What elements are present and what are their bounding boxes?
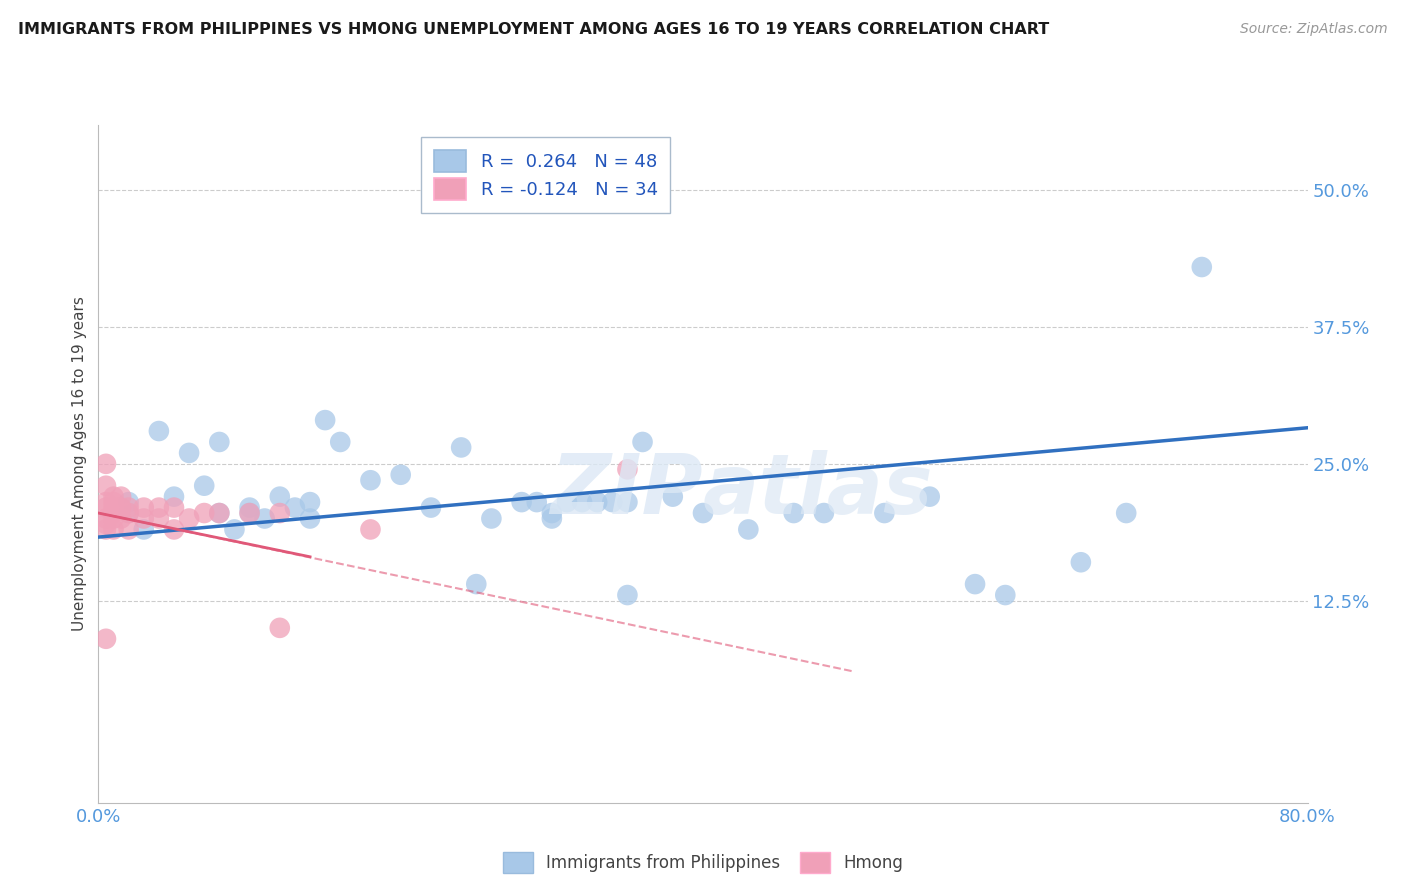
Point <box>284 500 307 515</box>
Point <box>163 500 186 515</box>
Point <box>103 506 125 520</box>
Point <box>94 632 117 646</box>
Point <box>918 490 941 504</box>
Point <box>813 506 835 520</box>
Point <box>94 495 117 509</box>
Point <box>419 500 441 515</box>
Point <box>631 434 654 449</box>
Point <box>163 523 186 537</box>
Point <box>526 495 548 509</box>
Point <box>110 511 132 525</box>
Point <box>616 495 638 509</box>
Point <box>103 511 125 525</box>
Point <box>94 511 117 525</box>
Point <box>329 434 352 449</box>
Point <box>118 495 141 509</box>
Point <box>103 490 125 504</box>
Point <box>737 523 759 537</box>
Point <box>118 506 141 520</box>
Point <box>239 506 262 520</box>
Point <box>1070 555 1092 569</box>
Point <box>360 473 382 487</box>
Legend: Immigrants from Philippines, Hmong: Immigrants from Philippines, Hmong <box>496 846 910 880</box>
Text: atlas: atlas <box>703 450 934 532</box>
Legend: R =  0.264   N = 48, R = -0.124   N = 34: R = 0.264 N = 48, R = -0.124 N = 34 <box>422 137 671 213</box>
Point <box>965 577 987 591</box>
Point <box>269 621 291 635</box>
Point <box>163 490 186 504</box>
Point <box>586 495 609 509</box>
Point <box>873 506 896 520</box>
Point <box>148 500 170 515</box>
Point <box>132 511 155 525</box>
Point <box>616 588 638 602</box>
Point <box>94 457 117 471</box>
Point <box>314 413 336 427</box>
Point <box>103 495 125 509</box>
Point <box>360 523 382 537</box>
Point <box>103 523 125 537</box>
Point <box>94 516 117 531</box>
Point <box>193 506 215 520</box>
Point <box>389 467 412 482</box>
Point <box>571 495 593 509</box>
Point <box>782 506 804 520</box>
Text: IMMIGRANTS FROM PHILIPPINES VS HMONG UNEMPLOYMENT AMONG AGES 16 TO 19 YEARS CORR: IMMIGRANTS FROM PHILIPPINES VS HMONG UNE… <box>18 22 1049 37</box>
Point <box>208 506 231 520</box>
Point <box>299 495 322 509</box>
Point <box>299 511 322 525</box>
Point <box>555 495 578 509</box>
Point <box>994 588 1017 602</box>
Point <box>616 462 638 476</box>
Point <box>118 523 141 537</box>
Point <box>540 511 562 525</box>
Point <box>1115 506 1137 520</box>
Point <box>602 495 624 509</box>
Point <box>208 506 231 520</box>
Point <box>269 506 291 520</box>
Point <box>224 523 246 537</box>
Point <box>692 506 714 520</box>
Point <box>208 434 231 449</box>
Point <box>94 500 117 515</box>
Point <box>177 446 201 460</box>
Text: ZIP: ZIP <box>550 450 703 532</box>
Point <box>465 577 488 591</box>
Point <box>94 523 117 537</box>
Point <box>239 500 262 515</box>
Point <box>193 479 215 493</box>
Point <box>148 424 170 438</box>
Point <box>110 500 132 515</box>
Point <box>110 490 132 504</box>
Point <box>510 495 533 509</box>
Point <box>118 506 141 520</box>
Point <box>148 511 170 525</box>
Point <box>450 441 472 455</box>
Point <box>132 523 155 537</box>
Point <box>177 511 201 525</box>
Point <box>118 500 141 515</box>
Point <box>1191 260 1213 274</box>
Y-axis label: Unemployment Among Ages 16 to 19 years: Unemployment Among Ages 16 to 19 years <box>72 296 87 632</box>
Point <box>253 511 276 525</box>
Point <box>132 500 155 515</box>
Point <box>540 506 562 520</box>
Point <box>94 479 117 493</box>
Text: Source: ZipAtlas.com: Source: ZipAtlas.com <box>1240 22 1388 37</box>
Point <box>269 490 291 504</box>
Point <box>239 506 262 520</box>
Point <box>103 500 125 515</box>
Point <box>661 490 683 504</box>
Point <box>481 511 503 525</box>
